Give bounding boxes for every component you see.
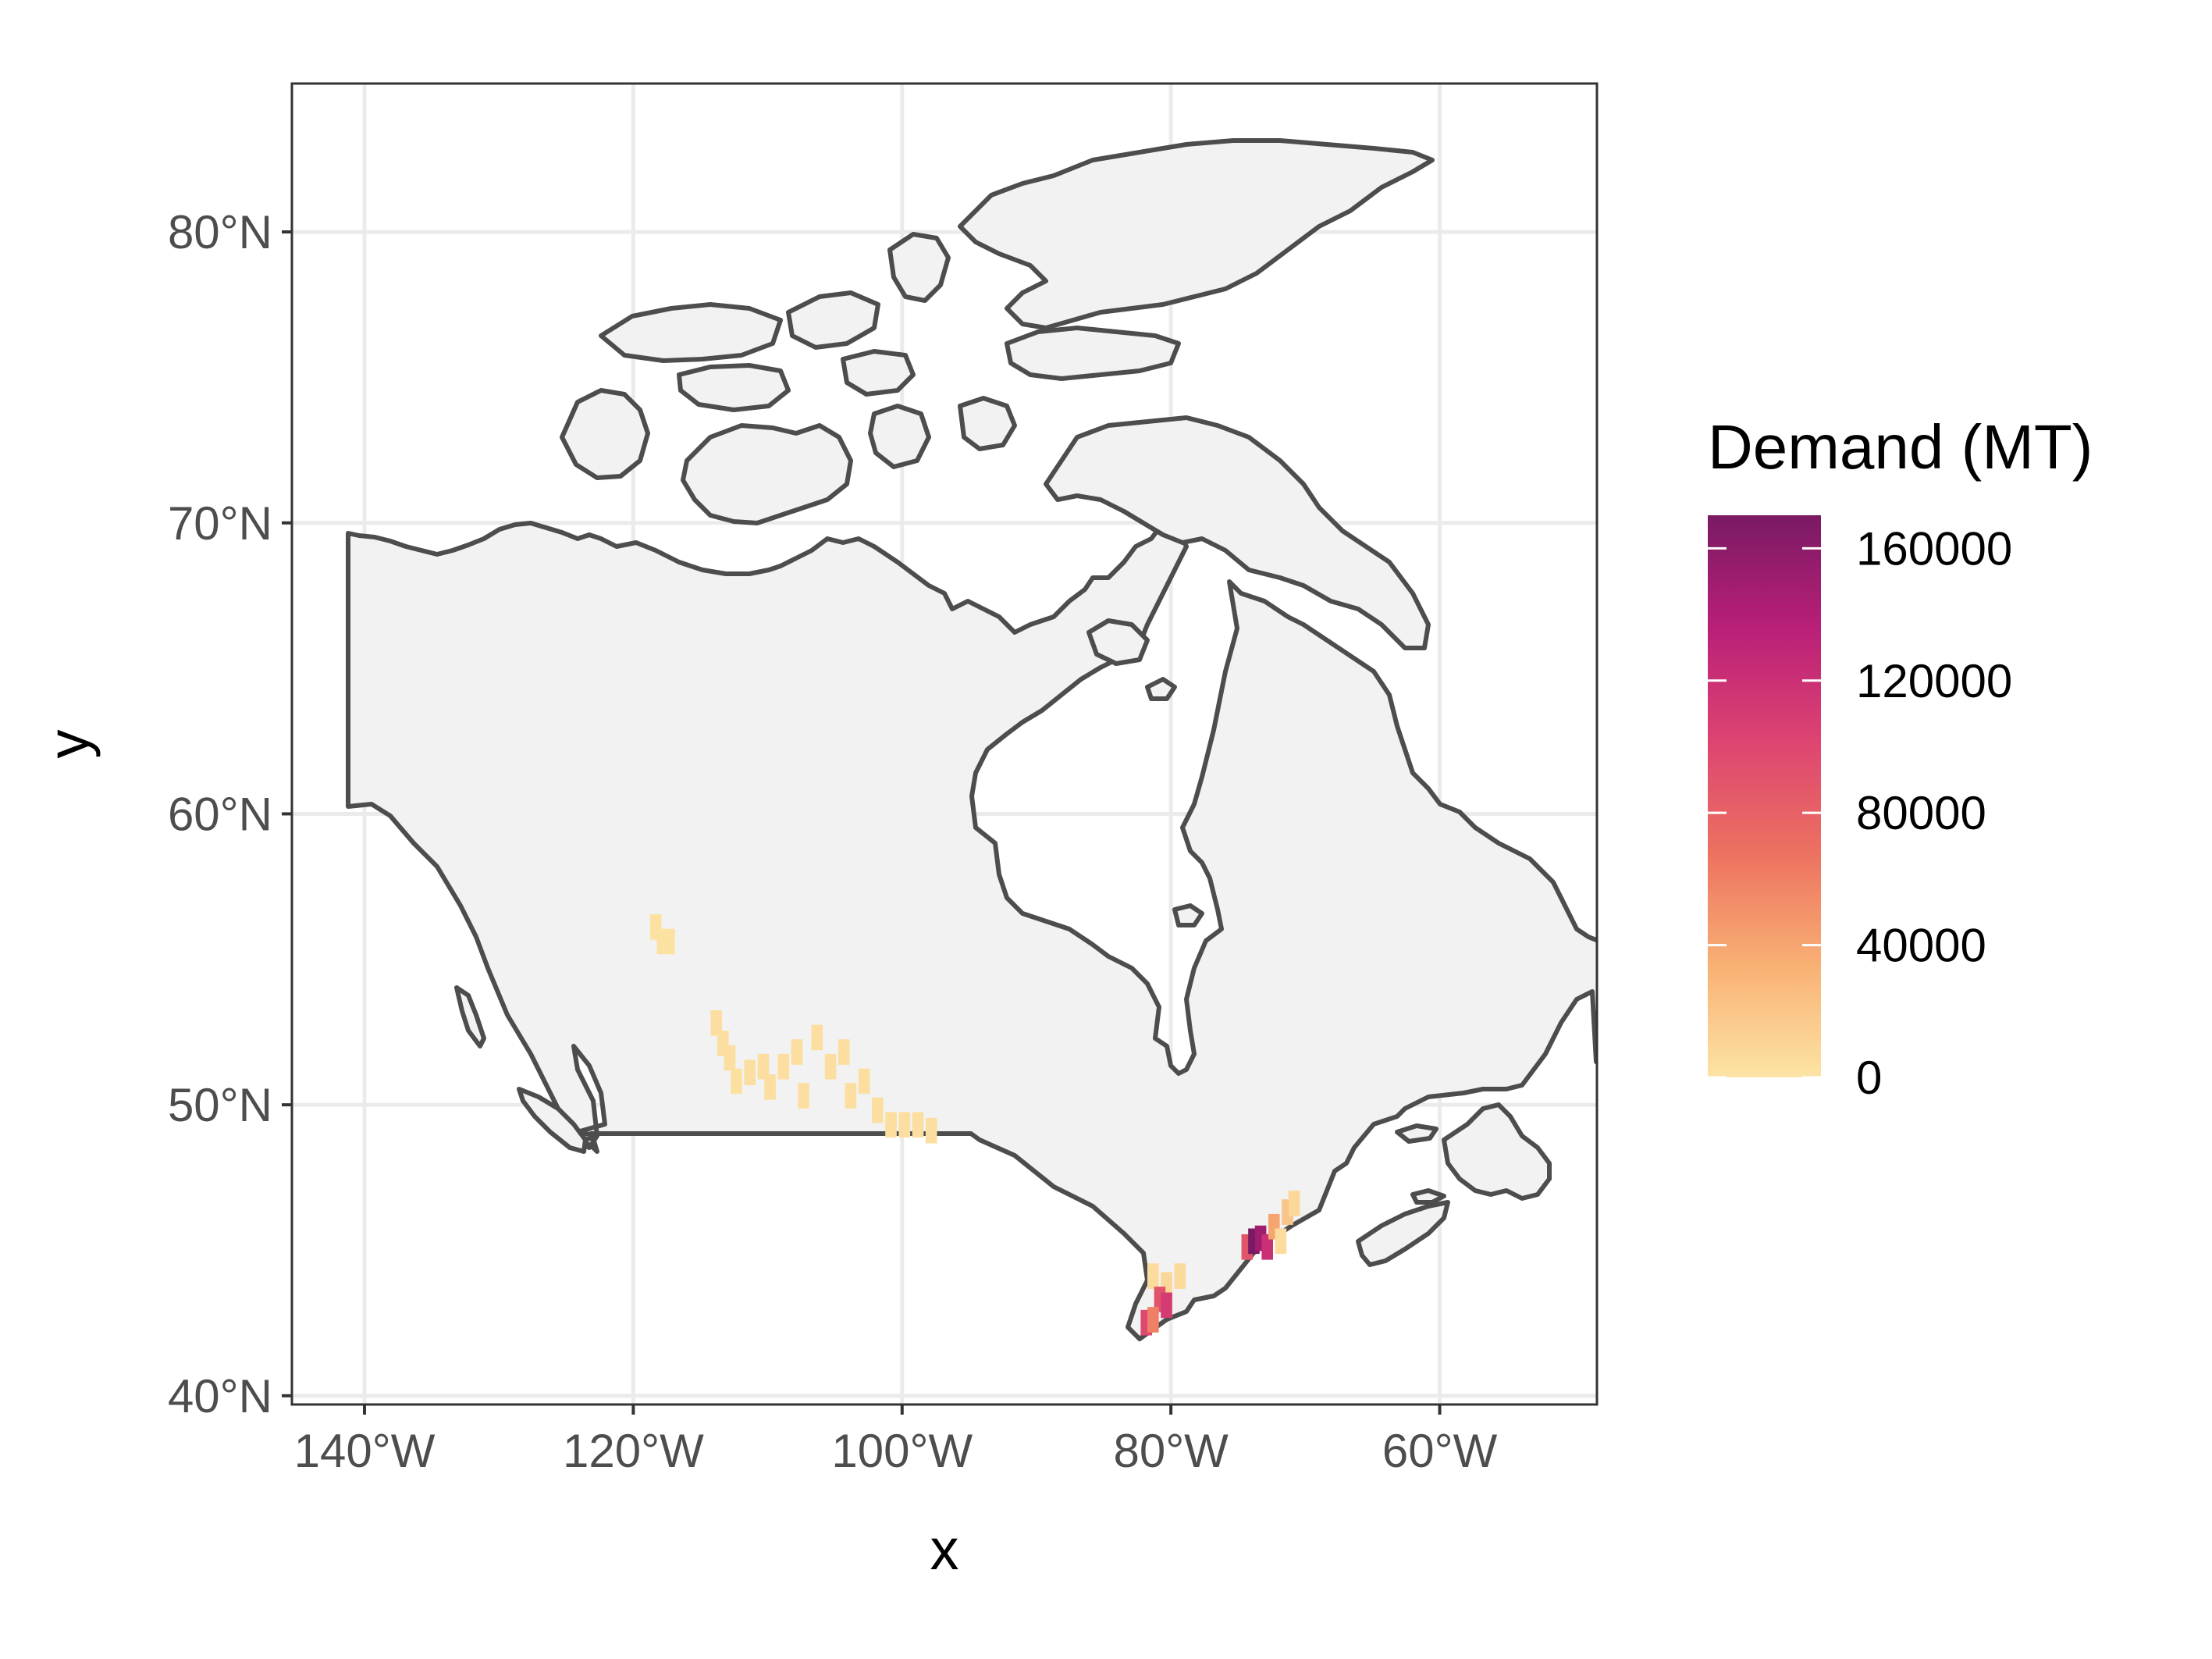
demand-cell [912, 1112, 924, 1138]
demand-cell [1161, 1292, 1172, 1319]
legend-tick-label: 80000 [1856, 787, 1986, 839]
x-tick-label: 140°W [294, 1425, 436, 1477]
queen-elizabeth-islands-central-outline [786, 290, 880, 350]
coats-island-outline [1145, 677, 1177, 701]
demand-cell [1147, 1263, 1159, 1289]
prince-edward-island-outline [1410, 1188, 1446, 1205]
haida-gwaii-outline [454, 985, 486, 1048]
y-tick-label: 70°N [168, 497, 272, 550]
demand-cell [757, 1053, 770, 1080]
x-tick-label: 80°W [1113, 1425, 1229, 1477]
legend-ticks: 0 40000 80000 120000 160000 [1708, 522, 2012, 1104]
x-axis: 140°W 120°W 100°W 80°W 60°W [294, 1404, 1498, 1477]
victoria-island-outline [681, 423, 853, 525]
color-legend: Demand (MT) 0 40000 80000 120000 160000 [1708, 412, 2093, 1104]
legend-color-bar [1708, 515, 1821, 1077]
demand-cell [845, 1083, 857, 1109]
axel-heiberg-island-outline [887, 232, 951, 303]
demand-cell [724, 1045, 736, 1071]
demand-cell [710, 1010, 722, 1036]
ellesmere-island-outline [958, 138, 1435, 330]
demand-cell [811, 1024, 823, 1051]
demand-cell [744, 1059, 756, 1085]
demand-cell [885, 1112, 897, 1138]
vancouver-island-outline [517, 1087, 588, 1154]
demand-cell [791, 1039, 803, 1065]
y-axis: 40°N 50°N 60°N 70°N 80°N [168, 206, 292, 1422]
bathurst-island-outline [841, 349, 916, 397]
devon-island-outline [1005, 326, 1181, 381]
legend-tick-label: 120000 [1856, 655, 2012, 707]
x-tick-label: 60°W [1382, 1425, 1498, 1477]
demand-cell [798, 1083, 809, 1109]
legend-tick-label: 160000 [1856, 522, 2012, 575]
nova-scotia-outline [1356, 1200, 1450, 1267]
southampton-island-outline [1086, 618, 1150, 666]
legend-title: Demand (MT) [1708, 412, 2093, 482]
melville-island-outline [677, 363, 791, 412]
demand-cell [1174, 1263, 1186, 1289]
legend-tick-label: 0 [1856, 1052, 1882, 1104]
banks-island-outline [560, 388, 650, 480]
demand-cell [838, 1039, 850, 1065]
legend-tick-label: 40000 [1856, 920, 1986, 972]
demand-cell [777, 1053, 790, 1080]
y-tick-label: 40°N [168, 1370, 272, 1422]
demand-cell [1147, 1307, 1159, 1333]
plot-panel-border [290, 82, 1599, 1406]
demand-cell [925, 1117, 937, 1144]
demand-cell [764, 1074, 776, 1100]
y-tick-label: 60°N [168, 788, 272, 840]
demand-cell [1261, 1234, 1273, 1260]
demand-raster [649, 914, 1300, 1336]
queen-elizabeth-islands-west-outline [599, 302, 783, 363]
somerset-island-outline [958, 396, 1017, 451]
x-tick-label: 120°W [563, 1425, 704, 1477]
x-tick-label: 100°W [831, 1425, 973, 1477]
demand-cell [872, 1097, 884, 1123]
prince-of-wales-island-outline [868, 404, 931, 469]
anticosti-island-outline [1395, 1123, 1439, 1144]
y-axis-title: y [36, 730, 101, 759]
x-axis-title: x [930, 1517, 959, 1582]
y-tick-label: 80°N [168, 206, 272, 258]
baffin-island-outline [1044, 415, 1431, 650]
canada-mainland-outline [346, 521, 1597, 1341]
demand-cell [731, 1068, 742, 1095]
newfoundland-outline [1442, 1102, 1552, 1201]
y-tick-label: 50°N [168, 1079, 272, 1131]
akimiski-island-outline [1172, 903, 1204, 927]
demand-cell [898, 1112, 911, 1138]
demand-cell [1275, 1228, 1287, 1255]
demand-cell [824, 1053, 837, 1080]
demand-cell [858, 1068, 870, 1095]
demand-cell [1288, 1191, 1300, 1216]
demand-cell [663, 928, 675, 955]
